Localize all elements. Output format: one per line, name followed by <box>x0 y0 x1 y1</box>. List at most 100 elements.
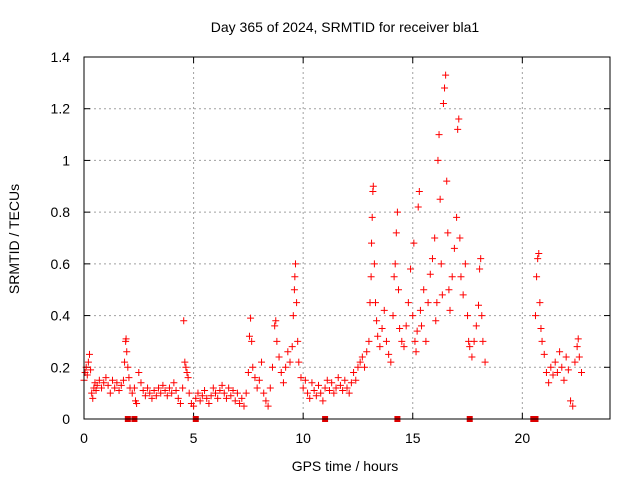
axes-layer: 0 0.2 0.4 0.6 0.8 1 1.2 1.4 0 5 10 15 20 <box>51 49 610 446</box>
data-point <box>139 387 147 395</box>
y-axis-label: SRMTID / TECUs <box>6 184 22 294</box>
data-point <box>225 384 233 392</box>
data-point <box>268 363 276 371</box>
data-point <box>436 195 444 203</box>
data-point <box>273 337 281 345</box>
data-point <box>547 363 555 371</box>
data-point <box>574 335 582 343</box>
data-point <box>293 299 301 307</box>
data-point <box>146 389 154 397</box>
data-point <box>456 234 464 242</box>
data-point <box>266 384 274 392</box>
data-point <box>395 286 403 294</box>
data-point <box>470 337 478 345</box>
data-point <box>435 131 443 139</box>
data-point <box>468 353 476 361</box>
plot-frame <box>83 56 611 420</box>
data-point <box>361 363 369 371</box>
data-point <box>339 387 347 395</box>
data-point <box>288 343 296 351</box>
data-point <box>535 250 543 258</box>
data-point <box>198 392 206 400</box>
data-point <box>304 389 312 397</box>
data-point <box>476 265 484 273</box>
y-tick-label: 1.4 <box>51 49 71 65</box>
data-point <box>444 229 452 237</box>
data-point <box>420 286 428 294</box>
data-point <box>253 384 261 392</box>
y-tick-label: 0.6 <box>51 256 71 272</box>
data-point <box>231 397 239 405</box>
data-point <box>330 389 338 397</box>
data-point <box>402 322 410 330</box>
y-tick-label: 0.8 <box>51 204 71 220</box>
data-point <box>434 156 442 164</box>
y-tick-label: 1.2 <box>51 101 71 117</box>
data-point <box>438 291 446 299</box>
data-point <box>264 402 272 410</box>
data-point <box>279 379 287 387</box>
data-point <box>426 270 434 278</box>
data-point <box>203 394 211 402</box>
data-point <box>422 337 430 345</box>
data-point <box>84 358 92 366</box>
data-point <box>356 358 364 366</box>
data-point <box>345 389 353 397</box>
data-point <box>157 389 165 397</box>
data-point <box>573 343 581 351</box>
data-point <box>564 366 572 374</box>
data-point <box>432 317 440 325</box>
data-point <box>534 255 542 263</box>
data-point <box>290 286 298 294</box>
data-point <box>371 299 379 307</box>
data-point <box>553 368 561 376</box>
data-point <box>137 379 145 387</box>
data-point <box>227 392 235 400</box>
data-point <box>245 332 253 340</box>
data-point <box>390 273 398 281</box>
data-point <box>459 291 467 299</box>
data-point <box>289 312 297 320</box>
data-point <box>218 381 226 389</box>
data-points-layer <box>80 71 586 410</box>
data-point <box>407 265 415 273</box>
data-point <box>102 374 110 382</box>
data-point <box>414 203 422 211</box>
data-point <box>106 389 114 397</box>
data-point <box>391 260 399 268</box>
data-point <box>367 273 375 281</box>
data-point <box>93 381 101 389</box>
data-point <box>282 363 290 371</box>
data-point <box>272 317 280 325</box>
data-point <box>155 384 163 392</box>
data-point <box>336 381 344 389</box>
data-point <box>424 299 432 307</box>
data-point <box>181 358 189 366</box>
data-point <box>328 379 336 387</box>
data-point <box>236 399 244 407</box>
data-point <box>343 384 351 392</box>
data-point <box>104 381 112 389</box>
data-point <box>457 273 465 281</box>
data-point <box>291 260 299 268</box>
data-point <box>98 384 106 392</box>
data-point <box>368 239 376 247</box>
data-point <box>537 325 545 332</box>
data-point <box>111 384 119 392</box>
data-point <box>194 389 202 397</box>
data-point <box>350 368 358 376</box>
data-point <box>409 312 417 320</box>
data-point <box>201 387 209 395</box>
data-point <box>567 397 575 405</box>
data-point <box>450 244 458 252</box>
data-point <box>207 392 215 400</box>
data-point <box>479 337 487 345</box>
data-point <box>387 358 395 366</box>
data-point <box>428 255 436 263</box>
data-point <box>170 379 178 387</box>
data-point <box>578 368 586 376</box>
data-point <box>161 387 169 395</box>
data-point <box>312 392 320 400</box>
